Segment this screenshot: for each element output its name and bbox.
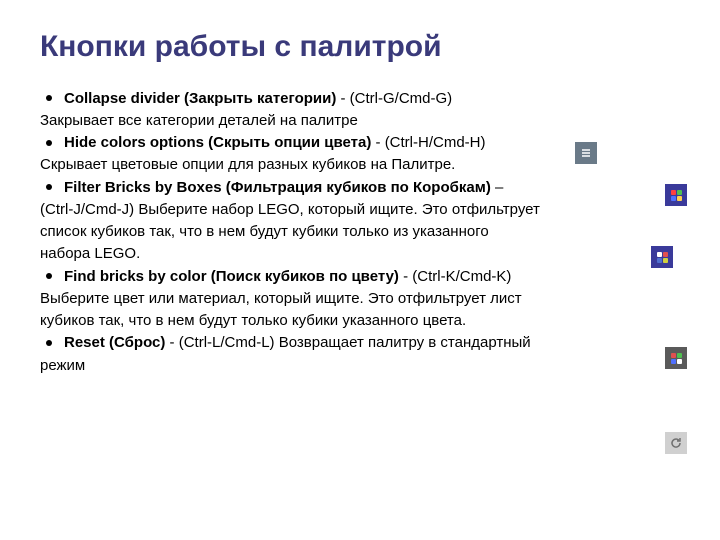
slide-title: Кнопки работы с палитрой: [40, 30, 680, 65]
item-reset: Reset (Сброс) - (Ctrl-L/Cmd-L) Возвращае…: [40, 333, 680, 353]
item-collapse: Collapse divider (Закрыть категории) - (…: [40, 89, 680, 109]
item-reset-shortcut: - (Ctrl-L/Cmd-L) Возвращает палитру в ст…: [165, 334, 530, 351]
slide: Кнопки работы с палитрой Collapse divide…: [0, 0, 720, 540]
item-hide-shortcut: - (Ctrl-H/Cmd-H): [371, 134, 485, 151]
item-find-desc1: Выберите цвет или материал, который ищит…: [40, 289, 680, 309]
item-filter-dash: –: [491, 179, 504, 196]
hide-colors-icon: [665, 184, 687, 206]
find-color-icon: [665, 347, 687, 369]
item-find: Find bricks by color (Поиск кубиков по ц…: [40, 267, 680, 287]
item-filter-title: Filter Bricks by Boxes (Фильтрация кубик…: [64, 179, 491, 196]
item-hide-title: Hide colors options (Скрыть опции цвета): [64, 134, 371, 151]
item-collapse-shortcut: - (Ctrl-G/Cmd-G): [336, 90, 452, 107]
item-filter-line2b: отфильтрует: [452, 201, 540, 218]
reset-icon: [665, 432, 687, 454]
item-filter: Filter Bricks by Boxes (Фильтрация кубик…: [40, 178, 680, 198]
slide-body: Collapse divider (Закрыть категории) - (…: [40, 89, 680, 376]
filter-boxes-icon: [651, 246, 673, 268]
item-find-title: Find bricks by color (Поиск кубиков по ц…: [64, 268, 399, 285]
item-collapse-desc: Закрывает все категории деталей на палит…: [40, 111, 680, 131]
item-collapse-title: Collapse divider (Закрыть категории): [64, 90, 336, 107]
item-find-shortcut: - (Ctrl-K/Cmd-K): [399, 268, 512, 285]
item-reset-title: Reset (Сброс): [64, 334, 165, 351]
item-reset-desc: режим: [40, 356, 680, 376]
collapse-icon: [575, 142, 597, 164]
item-filter-line2a: (Ctrl-J/Cmd-J) Выберите набор LEGO, кото…: [40, 201, 452, 218]
item-filter-line3: список кубиков так, что в нем будут куби…: [40, 222, 680, 242]
item-filter-line2: (Ctrl-J/Cmd-J) Выберите набор LEGO, кото…: [40, 200, 680, 220]
item-filter-line4: набора LEGO.: [40, 244, 680, 264]
item-find-desc2: кубиков так, что в нем будут только куби…: [40, 311, 680, 331]
